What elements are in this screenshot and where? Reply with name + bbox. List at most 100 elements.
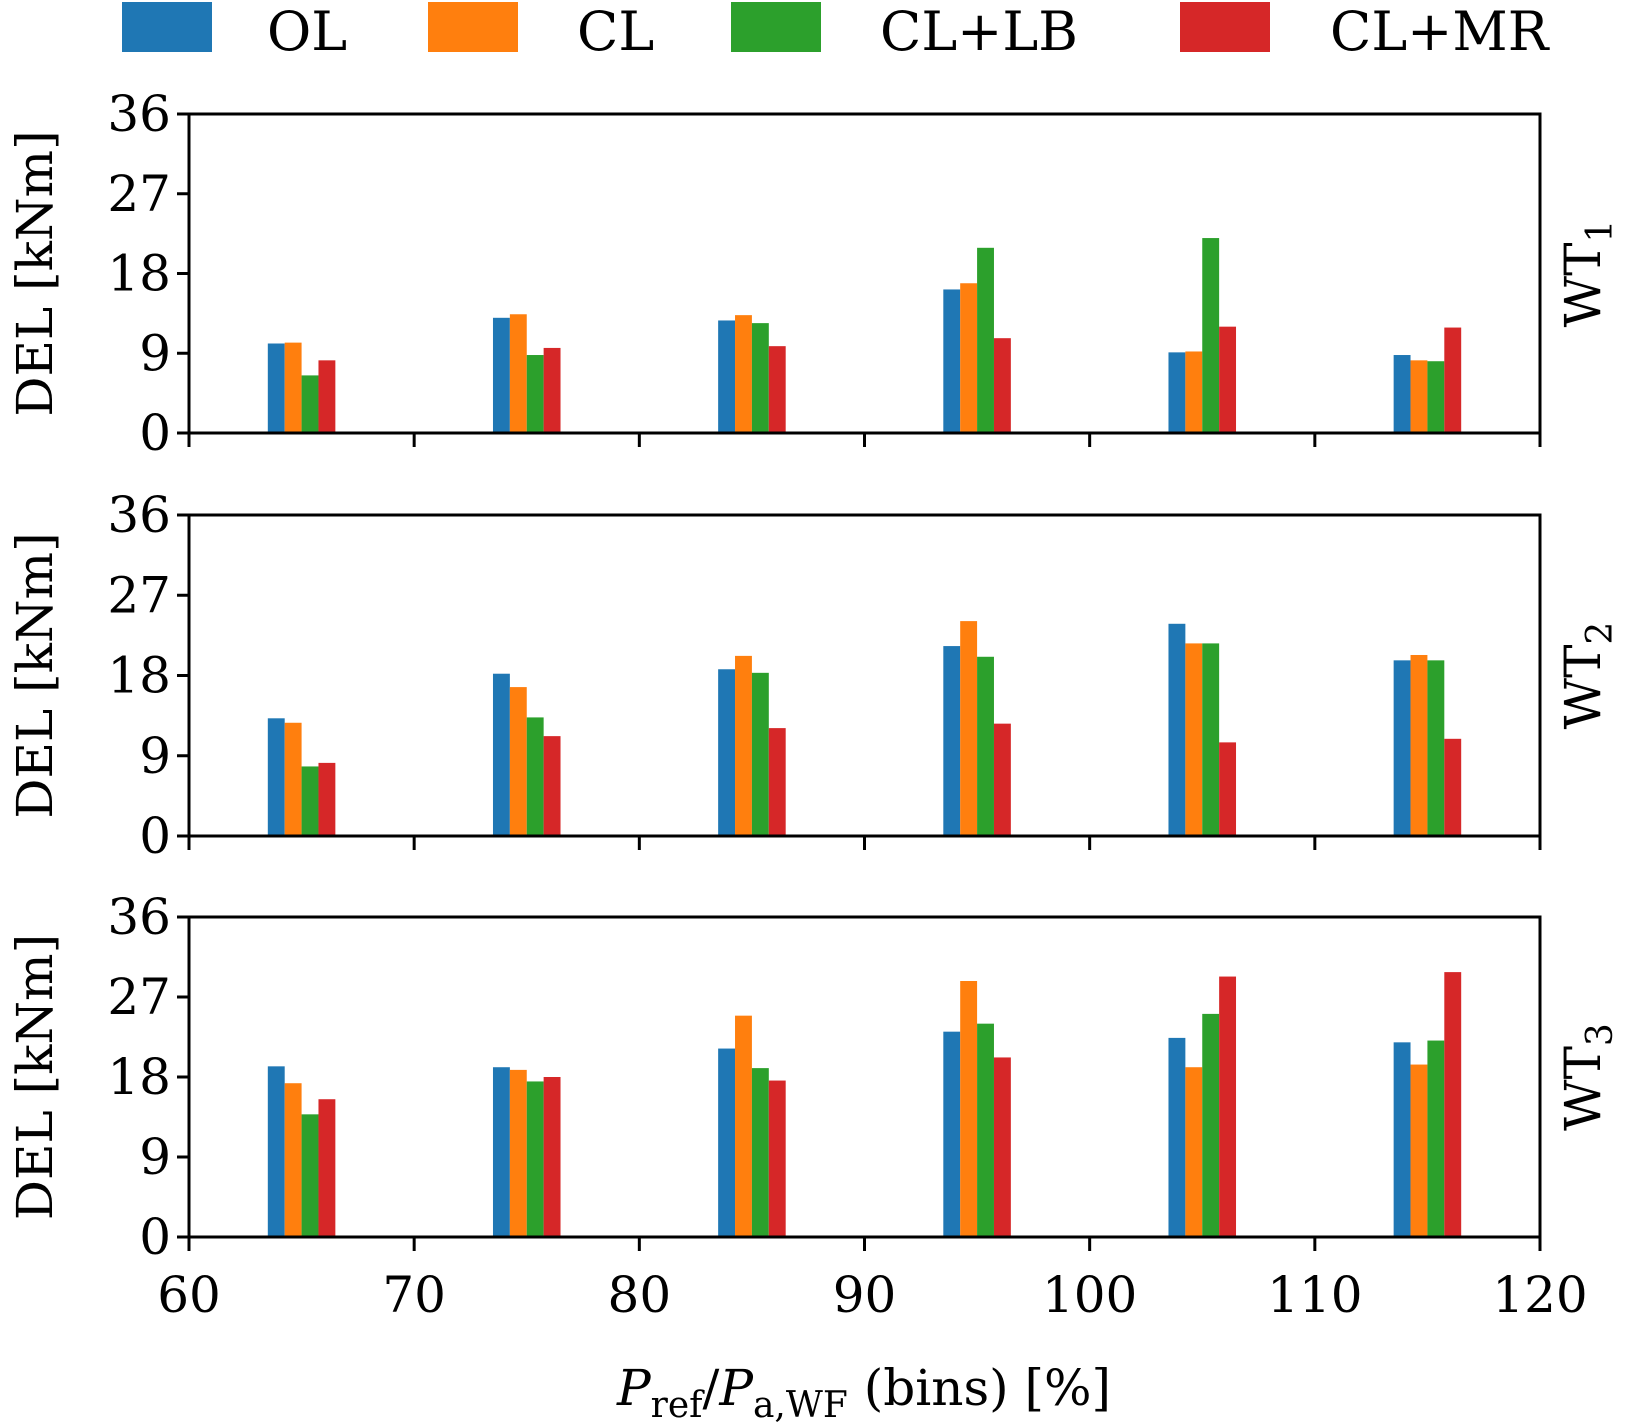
y-axis-label: DEL [kNm]: [6, 934, 64, 1220]
bar-ol-bin-75: [492, 317, 510, 433]
bar-ol-bin-65: [267, 343, 285, 433]
bar-cl-plus-lb-bin-85: [751, 672, 769, 836]
bar-cl-plus-lb-bin-115: [1427, 1040, 1445, 1237]
bar-cl-plus-mr-bin-105: [1219, 742, 1237, 836]
bar-cl-bin-95: [960, 981, 978, 1237]
bar-cl-plus-lb-bin-65: [301, 1114, 319, 1237]
bar-ol-bin-105: [1168, 1037, 1186, 1237]
bar-cl-bin-75: [509, 687, 527, 836]
bar-ol-bin-95: [943, 289, 961, 433]
x-tick-label: 110: [1267, 1266, 1362, 1324]
bar-cl-plus-mr-bin-75: [543, 347, 561, 433]
bar-ol-bin-115: [1393, 1042, 1411, 1237]
legend-swatch: [122, 2, 212, 52]
bar-cl-bin-115: [1410, 1064, 1428, 1237]
bar-cl-plus-lb-bin-105: [1202, 1013, 1220, 1237]
legend-swatch: [428, 2, 518, 52]
y-tick-label: 27: [107, 165, 171, 223]
y-tick-label: 18: [107, 647, 171, 705]
bar-cl-plus-lb-bin-75: [526, 355, 544, 433]
bar-cl-plus-lb-bin-85: [751, 323, 769, 433]
bar-cl-plus-lb-bin-65: [301, 375, 319, 433]
x-tick-label: 90: [833, 1266, 897, 1324]
y-tick-label: 9: [139, 324, 171, 382]
bar-cl-plus-lb-bin-75: [526, 1081, 544, 1237]
bars: [267, 972, 1462, 1237]
plot-frame: [187, 915, 1542, 1239]
y-tick-label: 0: [139, 404, 171, 462]
bar-cl-plus-mr-bin-75: [543, 1077, 561, 1237]
x-tick-label: 80: [608, 1266, 672, 1324]
bar-cl-bin-85: [735, 1015, 752, 1237]
legend-label: OL: [267, 0, 347, 63]
bar-cl-bin-65: [284, 342, 302, 433]
bar-ol-bin-85: [718, 669, 736, 836]
x-axis-label: Pref/Pa,WF (bins) [%]: [616, 1359, 1111, 1426]
bar-cl-bin-85: [735, 655, 752, 836]
bar-cl-plus-mr-bin-115: [1444, 738, 1462, 836]
subplot-wt3: 0 9 18 27 36 DEL [kNm] WT3: [6, 888, 1621, 1266]
y-tick-label: 18: [107, 1048, 171, 1106]
bar-cl-plus-lb-bin-75: [526, 717, 544, 836]
bar-ol-bin-65: [267, 1066, 285, 1237]
y-tick-label: 27: [107, 968, 171, 1026]
bar-cl-plus-mr-bin-65: [318, 1099, 336, 1237]
y-tick-label: 27: [107, 566, 171, 624]
y-axis-label: DEL [kNm]: [6, 130, 64, 416]
bar-ol-bin-95: [943, 1031, 961, 1237]
subplot-title: WT2: [1554, 622, 1621, 730]
bar-cl-plus-mr-bin-115: [1444, 327, 1462, 433]
bar-ol-bin-75: [492, 1067, 510, 1237]
bar-cl-bin-115: [1410, 654, 1428, 836]
bar-cl-bin-65: [284, 1083, 302, 1237]
bar-ol-bin-105: [1168, 623, 1186, 836]
bar-cl-plus-lb-bin-85: [751, 1068, 769, 1237]
bar-cl-plus-lb-bin-95: [977, 1023, 994, 1237]
bar-cl-bin-115: [1410, 360, 1428, 433]
legend-label: CL+LB: [880, 0, 1078, 63]
bar-cl-bin-85: [735, 315, 752, 433]
y-tick-label: 9: [139, 727, 171, 785]
y-axis-label: DEL [kNm]: [6, 532, 64, 818]
legend: OL CL CL+LB CL+MR: [122, 0, 1550, 63]
bar-cl-plus-lb-bin-105: [1202, 643, 1220, 836]
bar-cl-bin-75: [509, 314, 527, 433]
legend-swatch: [731, 2, 821, 52]
subplot-title: WT3: [1554, 1023, 1621, 1131]
bar-cl-plus-lb-bin-95: [977, 656, 994, 836]
legend-entry-ol: OL: [122, 0, 347, 63]
bar-cl-plus-mr-bin-95: [993, 1057, 1011, 1237]
bar-cl-plus-lb-bin-95: [977, 247, 994, 433]
bars: [267, 621, 1462, 836]
y-tick-label: 36: [107, 85, 171, 143]
bar-cl-bin-105: [1185, 1067, 1203, 1237]
bar-cl-plus-lb-bin-115: [1427, 361, 1445, 433]
y-tick-label: 0: [139, 1208, 171, 1266]
x-tick-label: 70: [382, 1266, 446, 1324]
bar-cl-plus-mr-bin-95: [993, 723, 1011, 836]
bar-ol-bin-85: [718, 320, 736, 433]
bar-cl-bin-95: [960, 621, 978, 836]
bar-ol-bin-75: [492, 673, 510, 836]
bar-cl-bin-65: [284, 722, 302, 836]
subplot-wt2: 0 9 18 27 36 DEL [kNm] WT2: [6, 486, 1621, 865]
bar-ol-bin-115: [1393, 355, 1411, 433]
plot-frame: [187, 513, 1542, 838]
bar-cl-bin-105: [1185, 351, 1203, 433]
y-tick-label: 36: [107, 486, 171, 544]
subplot-wt1: 0 9 18 27 36 DEL [kNm] WT1: [6, 85, 1621, 462]
x-tick-label: 60: [157, 1266, 221, 1324]
legend-swatch: [1180, 2, 1270, 52]
bar-cl-plus-mr-bin-115: [1444, 972, 1462, 1237]
bar-ol-bin-65: [267, 718, 285, 836]
bar-cl-plus-mr-bin-75: [543, 736, 561, 836]
subplot-title: WT1: [1554, 220, 1621, 328]
bar-cl-plus-mr-bin-85: [768, 346, 786, 433]
bar-cl-plus-mr-bin-65: [318, 762, 336, 836]
y-tick-label: 0: [139, 807, 171, 865]
x-tick-label: 120: [1492, 1266, 1587, 1324]
y-tick-label: 9: [139, 1128, 171, 1186]
bar-cl-plus-mr-bin-95: [993, 338, 1011, 433]
subplots: 0 9 18 27 36 DEL [kNm] WT1 0 9 18 27 36 DEL [kNm] WT2…: [6, 85, 1621, 1266]
